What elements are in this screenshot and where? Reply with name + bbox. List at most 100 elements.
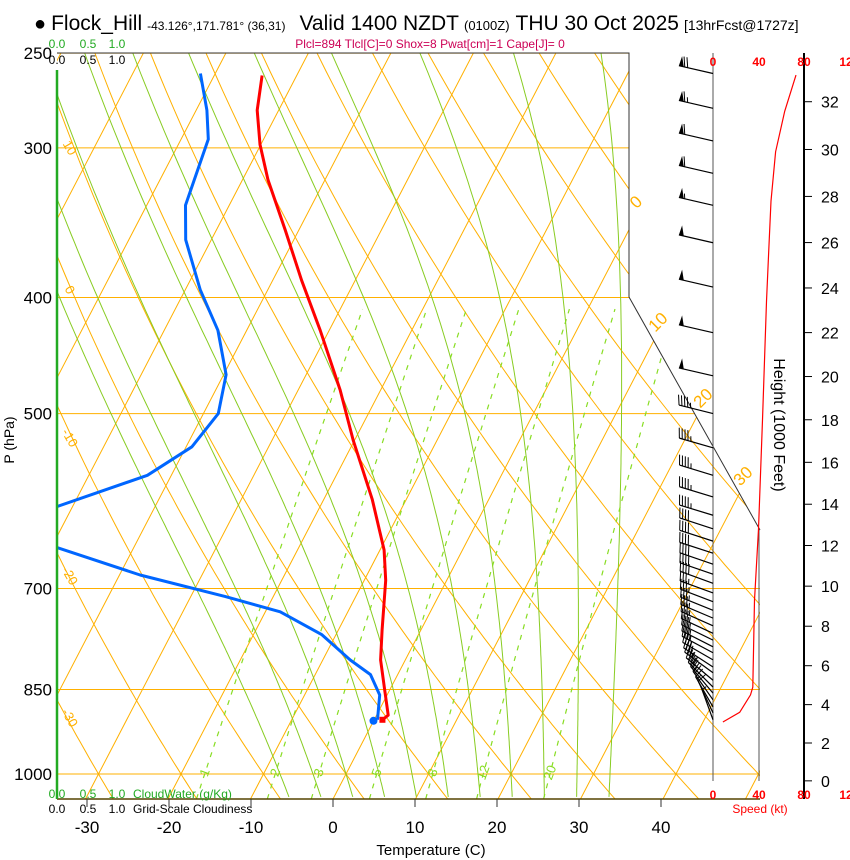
- station-coords: -43.126°,171.781° (36,31): [147, 19, 285, 33]
- cloudiness-tick: 0.0: [49, 802, 66, 816]
- barb-full: [679, 578, 682, 590]
- wind-barb: [680, 608, 714, 634]
- moist-adiabat-line: [600, 53, 623, 797]
- temperature-tick-label: 10: [406, 818, 425, 837]
- dry-adiabat-line: [57, 53, 198, 799]
- barb-half: [693, 666, 698, 672]
- barb-full: [681, 625, 685, 637]
- temperature-tick-label: 30: [570, 818, 589, 837]
- moist-adiabat-line: [57, 53, 322, 798]
- barb-full: [682, 579, 685, 591]
- height-tick-label: 18: [821, 413, 839, 430]
- barb-pennant: [678, 358, 684, 370]
- mixing-ratio-label: 2: [267, 766, 284, 778]
- isotherm-line: [57, 53, 227, 799]
- dry-adiabat-line: [315, 53, 760, 799]
- dry-adiabat-label: 0: [62, 283, 79, 297]
- wind-barb: [679, 531, 714, 554]
- wind-barb: [678, 90, 714, 109]
- cloudiness-tick: 1.0: [109, 802, 126, 816]
- wind-barb: [678, 358, 714, 377]
- barb-full: [682, 632, 686, 643]
- barb-full: [681, 614, 684, 625]
- dry-adiabat-line: [204, 53, 699, 799]
- barb-staff: [678, 132, 714, 142]
- barb-full: [686, 617, 690, 628]
- wind-barb: [679, 560, 714, 584]
- height-tick-label: 20: [821, 370, 839, 387]
- isotherm-line: [250, 53, 639, 799]
- barb-full: [680, 601, 683, 612]
- pressure-tick-label: 500: [24, 405, 52, 424]
- y-axis-label: P (hPa): [1, 416, 17, 463]
- isotherm-line: [332, 53, 722, 799]
- barb-full: [692, 657, 698, 667]
- mixing-ratio-line: [476, 308, 616, 799]
- speed-tick-label-bottom: 80: [797, 788, 811, 802]
- barb-full: [679, 560, 682, 572]
- moist-adiabat-line: [513, 53, 579, 797]
- barb-staff: [678, 278, 714, 288]
- barb-full: [689, 654, 696, 665]
- wind-barb: [679, 476, 714, 498]
- barb-pennant: [678, 225, 684, 236]
- wind-barb: [678, 269, 714, 288]
- plot-frame: [57, 52, 761, 531]
- barb-full: [683, 91, 686, 102]
- barb-full: [683, 602, 686, 613]
- speed-tick-label-bottom: 12: [839, 788, 850, 802]
- barb-full: [690, 651, 696, 662]
- height-tick-label: 32: [821, 95, 839, 112]
- pressure-tick-label: 300: [24, 139, 52, 158]
- barb-full: [683, 615, 687, 627]
- isotherm-line: [415, 53, 760, 799]
- barb-half: [688, 602, 691, 609]
- barb-full: [682, 571, 685, 583]
- mixing-ratio-label: 20: [540, 763, 559, 782]
- wind-barb: [679, 552, 714, 575]
- wind-barb: [697, 673, 714, 714]
- isotherm-line: [580, 53, 760, 799]
- dry-adiabat-label: -20: [59, 564, 81, 588]
- barb-full: [686, 628, 690, 640]
- height-tick-label: 30: [821, 142, 839, 159]
- barb-pennant: [678, 187, 684, 199]
- cloudwater-tick: 1.0: [109, 37, 126, 51]
- wind-barb: [690, 657, 714, 694]
- height-tick-label: 28: [821, 189, 839, 206]
- barb-full: [683, 123, 686, 135]
- wind-barb: [687, 652, 714, 688]
- barb-half: [688, 609, 691, 616]
- speed-tick-label-top: 80: [797, 55, 811, 69]
- height-tick-label: 22: [821, 326, 839, 343]
- wind-barb: [678, 427, 714, 449]
- barb-full: [690, 657, 697, 667]
- dry-adiabat-line: [481, 53, 760, 799]
- cloudwater-tick: 0.0: [49, 37, 66, 51]
- isotherm-line: [57, 53, 309, 799]
- barb-full: [692, 662, 700, 672]
- dry-adiabat-line: [370, 53, 760, 799]
- cloudwater-tick: 0.5: [80, 37, 97, 51]
- speed-tick-label-bottom: 40: [752, 788, 766, 802]
- x-axis-label: Temperature (C): [376, 842, 485, 859]
- barb-full: [685, 562, 687, 574]
- barb-full: [686, 603, 689, 615]
- barb-half: [689, 623, 691, 629]
- barb-staff: [678, 196, 714, 206]
- wind-barb: [679, 507, 714, 530]
- temperature-tick-label: -20: [157, 818, 182, 837]
- barb-full: [686, 610, 689, 622]
- barb-full: [689, 645, 694, 656]
- cloud-axis-top: 0.0 0.5 1.0 0.0 0.5 1.0: [49, 37, 126, 67]
- barb-staff: [679, 486, 714, 498]
- barb-full: [680, 608, 684, 619]
- barb-full: [683, 56, 686, 68]
- barb-staff: [679, 464, 714, 476]
- temperature-tick-label: 0: [328, 818, 337, 837]
- height-tick-label: 14: [821, 497, 839, 514]
- pressure-tick-label: 1000: [14, 765, 52, 784]
- dewpoint-profile: [57, 73, 382, 720]
- barb-full: [686, 623, 690, 634]
- barb-full: [688, 649, 694, 660]
